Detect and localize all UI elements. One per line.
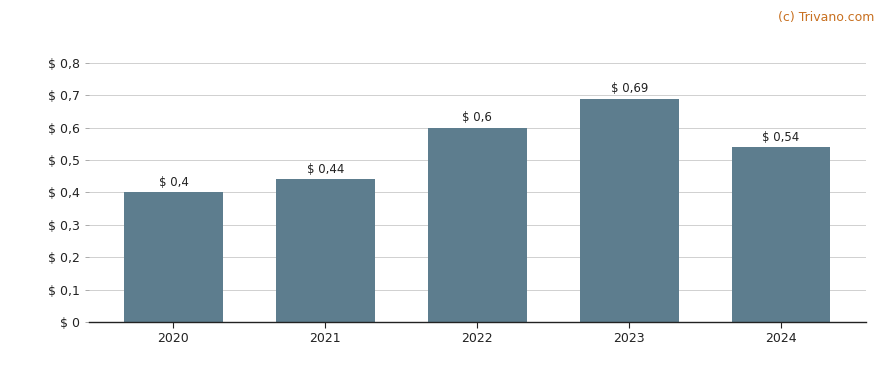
Text: $ 0,69: $ 0,69 [611,82,648,95]
Bar [428,128,527,322]
Text: (c) Trivano.com: (c) Trivano.com [778,11,875,24]
Text: $ 0,44: $ 0,44 [306,163,344,176]
Text: $ 0,54: $ 0,54 [763,131,800,144]
Bar [732,147,830,322]
Bar [276,179,375,322]
Bar [580,98,678,322]
Text: $ 0,4: $ 0,4 [159,176,188,189]
Text: $ 0,6: $ 0,6 [463,111,492,124]
Bar [124,192,223,322]
